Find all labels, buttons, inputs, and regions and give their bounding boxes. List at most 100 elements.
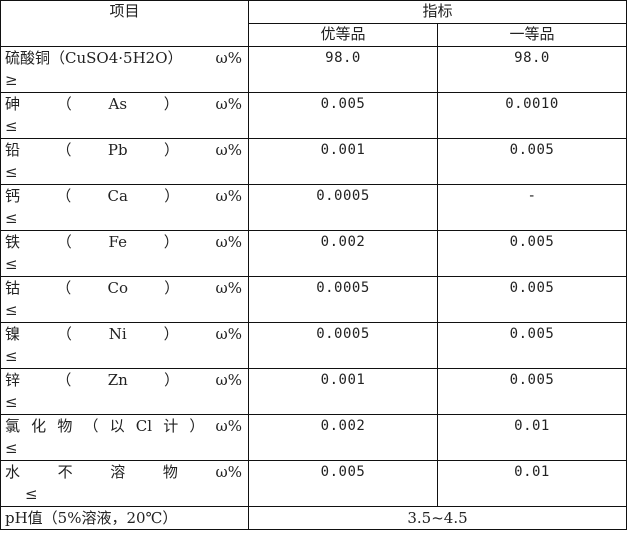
item-token: Fe [108,233,127,251]
first-grade-value: 98.0 [436,46,627,93]
item-token: 钙 [5,187,21,205]
item-token: （ [56,325,72,343]
item-token: Pb [107,141,128,159]
superior-grade-value: 0.005 [248,460,438,507]
item-token: ） [164,279,180,297]
superior-grade-value: 98.0 [248,46,438,93]
item-cell: 铅 （ Pb ） ω% ≤ [0,138,249,185]
item-token: （ [56,233,72,251]
item-token: （ [56,95,72,113]
ph-label: pH值（5%溶液，20℃） [0,506,249,530]
table-row: 镍 （ Ni ） ω% ≤0.0005 0.005 [0,322,627,369]
comparison-symbol: ≤ [5,393,18,411]
item-cell: 锌 （ Zn ） ω% ≤ [0,368,249,415]
item-token: ω% [215,141,242,159]
first-grade-value: 0.01 [436,414,627,461]
superior-grade-value: 0.005 [248,92,438,139]
item-token: ω% [215,95,242,113]
superior-grade-value: 0.001 [248,138,438,185]
item-token: （ [56,187,72,205]
first-grade-value: 0.01 [436,460,627,507]
comparison-symbol: ≤ [5,209,18,227]
item-name: 钴 （ Co ） ω% [5,277,242,301]
superior-grade-value: 0.0005 [248,322,438,369]
item-token: 氯 [5,417,21,435]
item-name: 铁 （ Fe ） ω% [5,231,242,255]
table-row: 硫酸铜（CuSO4·5H2O） ω% ≥98.0 98.0 [0,46,627,93]
item-name: 钙 （ Ca ） ω% [5,185,242,209]
item-token: Ni [108,325,127,343]
item-token: 钴 [5,279,21,297]
item-token: ω% [215,463,242,481]
item-token: ） [164,141,180,159]
item-token: 水 [5,463,21,481]
superior-grade-value: 0.0005 [248,184,438,231]
first-grade-value: 0.005 [436,276,627,323]
item-cell: 钙 （ Ca ） ω% ≤ [0,184,249,231]
comparison-symbol: ≤ [25,485,38,503]
item-token: 铁 [5,233,21,251]
table-row: 氯化物 （ 以 Cl 计 ） ω% ≤0.002 0.01 [0,414,627,461]
item-name: 水 不 溶 物 ω% [5,461,242,485]
item-cell: 水 不 溶 物 ω% ≤ [0,460,249,507]
item-name: 锌 （ Zn ） ω% [5,369,242,393]
item-token: ） [163,95,179,113]
table-row: 铁 （ Fe ） ω% ≤0.002 0.005 [0,230,627,277]
item-token: ω% [215,371,242,389]
comparison-symbol: ≤ [5,347,18,365]
item-cell: 镍 （ Ni ） ω% ≤ [0,322,249,369]
first-grade-value: 0.005 [436,368,627,415]
item-token: ω% [215,325,242,343]
item-cell: 硫酸铜（CuSO4·5H2O） ω% ≥ [0,46,249,93]
superior-grade-value: 0.002 [248,230,438,277]
item-token: （ [83,417,99,435]
item-cell: 氯化物 （ 以 Cl 计 ） ω% ≤ [0,414,249,461]
item-cell: 铁 （ Fe ） ω% ≤ [0,230,249,277]
item-token: 砷 [5,95,21,113]
item-token: Zn [107,371,128,389]
first-grade-value: 0.005 [436,138,627,185]
item-token: 铅 [5,141,21,159]
item-token: Ca [107,187,128,205]
item-name: 镍 （ Ni ） ω% [5,323,242,347]
item-token: ω% [215,49,242,67]
item-token: （ [56,279,72,297]
item-token: 硫酸铜（CuSO4·5H2O） [5,49,183,67]
item-token: 不 [57,463,73,481]
table-row: 砷 （ As ） ω% ≤0.005 0.0010 [0,92,627,139]
first-grade-value: 0.0010 [436,92,627,139]
item-token: ω% [215,417,242,435]
item-token: As [108,95,128,113]
header-indicator: 指标 [247,0,627,24]
item-token: （ [56,141,72,159]
comparison-symbol: ≥ [5,71,18,89]
item-token: ） [189,417,205,435]
item-token: ω% [215,233,242,251]
item-token: 计 [163,417,179,435]
item-token: ） [163,325,179,343]
item-token: ） [163,233,179,251]
comparison-symbol: ≤ [5,255,18,273]
header-item: 项目 [0,0,249,47]
comparison-symbol: ≤ [5,163,18,181]
item-token: 锌 [5,371,21,389]
item-token: Cl [135,417,153,435]
item-token: ） [164,371,180,389]
item-token: ω% [215,279,242,297]
superior-grade-value: 0.001 [248,368,438,415]
item-cell: 钴 （ Co ） ω% ≤ [0,276,249,323]
item-name: 氯化物 （ 以 Cl 计 ） ω% [5,415,242,439]
table-row: 钴 （ Co ） ω% ≤0.0005 0.005 [0,276,627,323]
item-name: 砷 （ As ） ω% [5,93,242,117]
item-token: 镍 [5,325,21,343]
first-grade-value: - [436,184,627,231]
item-name: 铅 （ Pb ） ω% [5,139,242,163]
comparison-symbol: ≤ [5,301,18,319]
item-token: 物 [57,417,73,435]
table-row: 水 不 溶 物 ω% ≤0.005 0.01 [0,460,627,507]
item-token: 溶 [110,463,126,481]
item-token: （ [56,371,72,389]
item-cell: 砷 （ As ） ω% ≤ [0,92,249,139]
